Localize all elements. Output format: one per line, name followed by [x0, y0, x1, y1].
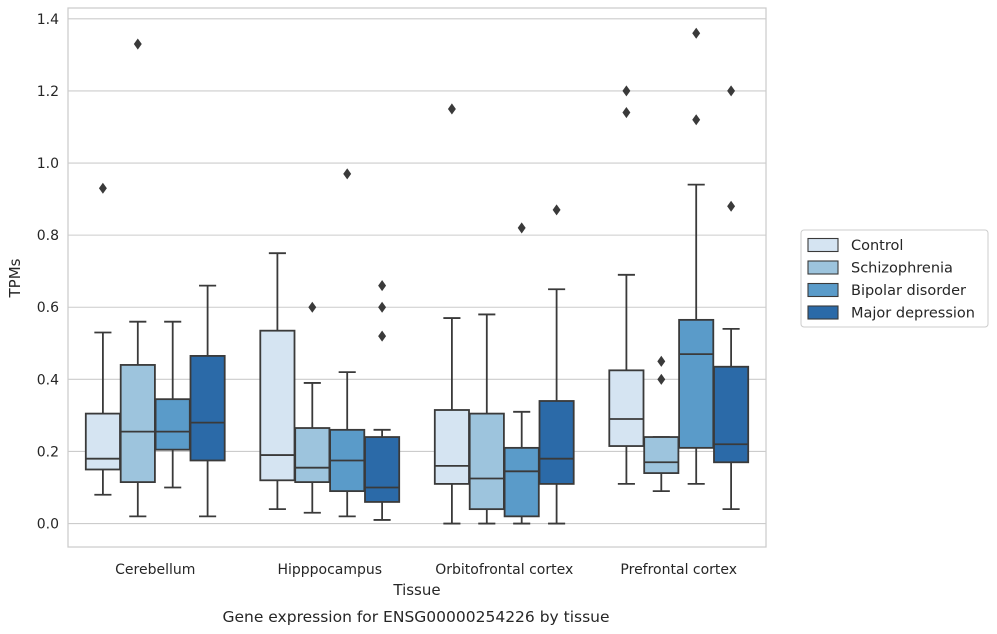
- box-schizophrenia: [468, 313, 505, 525]
- box-bipolar-disorder: [678, 27, 715, 485]
- box-groups: [84, 27, 750, 525]
- iqr-box: [468, 412, 505, 511]
- outlier-point: [378, 301, 387, 313]
- y-tick-label: 0.0: [37, 517, 59, 533]
- chart-caption: Gene expression for ENSG00000254226 by t…: [222, 608, 609, 626]
- outlier-point: [133, 38, 142, 50]
- y-tick-label: 0.4: [37, 372, 59, 388]
- box-control: [608, 85, 645, 485]
- box-schizophrenia: [119, 38, 156, 518]
- outlier-point: [622, 85, 631, 97]
- iqr-box: [84, 412, 121, 471]
- box-major-depression: [189, 284, 226, 518]
- box-control: [259, 252, 296, 511]
- iqr-box: [294, 427, 331, 484]
- iqr-box: [154, 398, 191, 451]
- outlier-point: [447, 103, 456, 115]
- box-major-depression: [364, 280, 401, 521]
- box-control: [84, 182, 121, 496]
- x-axis-label: Tissue: [392, 581, 440, 599]
- outlier-point: [378, 330, 387, 342]
- outlier-point: [657, 373, 666, 385]
- plot-frame: [67, 7, 767, 548]
- iqr-box: [643, 436, 680, 474]
- outlier-point: [622, 107, 631, 119]
- legend-swatch: [807, 260, 839, 275]
- box-schizophrenia: [294, 301, 331, 514]
- legend-label: Control: [851, 238, 903, 254]
- outlier-point: [378, 280, 387, 292]
- box-major-depression: [713, 85, 750, 511]
- x-tick-label: Prefrontal cortex: [620, 562, 737, 578]
- y-tick-labels: 0.0 0.2 0.4 0.6 0.8 1.0 1.2 1.4: [37, 12, 59, 533]
- outlier-point: [692, 27, 701, 39]
- box-control: [433, 103, 470, 525]
- y-tick-label: 0.6: [37, 300, 59, 316]
- iqr-box: [119, 364, 156, 484]
- legend-swatch: [807, 237, 839, 253]
- legend: Control Schizophrenia Bipolar disorder Majo…: [800, 229, 989, 328]
- x-tick-label: Cerebellum: [115, 562, 195, 578]
- outlier-point: [727, 200, 736, 212]
- y-tick-label: 0.2: [37, 444, 59, 460]
- x-tick-label: Hipppocampus: [277, 562, 382, 578]
- outlier-point: [98, 182, 107, 194]
- y-tick-label: 1.0: [37, 156, 59, 172]
- box-major-depression: [538, 204, 575, 525]
- iqr-box: [259, 329, 296, 482]
- outlier-point: [552, 204, 561, 216]
- iqr-box: [364, 436, 401, 503]
- legend-frame: [800, 229, 989, 328]
- iqr-box: [608, 369, 645, 447]
- iqr-box: [538, 400, 575, 485]
- box-schizophrenia: [643, 355, 680, 493]
- box-bipolar-disorder: [329, 168, 366, 518]
- outlier-point: [517, 222, 526, 234]
- outlier-point: [657, 355, 666, 367]
- y-tick-label: 1.4: [37, 12, 59, 28]
- grid-lines: [68, 18, 766, 525]
- legend-swatch: [807, 305, 839, 320]
- iqr-box: [189, 355, 226, 462]
- box-bipolar-disorder: [503, 222, 540, 525]
- iqr-box: [433, 409, 470, 485]
- outlier-point: [343, 168, 352, 180]
- legend-label: Major depression: [851, 306, 975, 322]
- outlier-point: [692, 114, 701, 126]
- iqr-box: [678, 318, 715, 449]
- x-tick-labels: Cerebellum Hipppocampus Orbitofrontal cort…: [115, 562, 737, 578]
- x-tick-label: Orbitofrontal cortex: [435, 562, 573, 578]
- y-tick-label: 1.2: [37, 84, 59, 100]
- outlier-point: [308, 301, 317, 313]
- outlier-point: [727, 85, 736, 97]
- iqr-box: [713, 365, 750, 464]
- y-axis-label: TPMs: [6, 258, 24, 298]
- legend-swatch: [807, 282, 839, 298]
- legend-label: Bipolar disorder: [851, 283, 966, 299]
- y-tick-label: 0.8: [37, 228, 59, 244]
- legend-label: Schizophrenia: [851, 261, 953, 277]
- iqr-box: [503, 446, 540, 518]
